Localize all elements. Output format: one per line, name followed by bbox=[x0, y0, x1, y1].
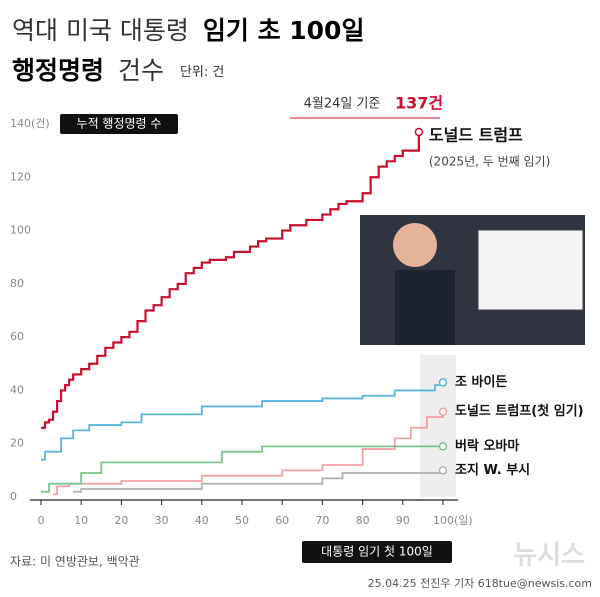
series-line bbox=[41, 382, 444, 461]
series-line bbox=[41, 445, 443, 493]
y-axis-label: 누적 행정명령 수 bbox=[77, 116, 162, 131]
y-tick-label: 120 bbox=[10, 170, 31, 183]
x-tick-label: 20 bbox=[114, 514, 128, 527]
title-part: 행정명령 bbox=[12, 56, 104, 85]
series-label: 조지 W. 부시 bbox=[455, 463, 530, 478]
title-part: 건수 bbox=[118, 56, 164, 85]
title-part: 역대 미국 대통령 bbox=[12, 16, 189, 45]
y-tick-label: 140(건) bbox=[10, 117, 50, 130]
watermark: 뉴시스 bbox=[513, 541, 585, 571]
x-tick-label: 30 bbox=[155, 514, 169, 527]
x-tick-label: 60 bbox=[275, 514, 289, 527]
y-tick-label: 60 bbox=[10, 330, 24, 343]
end-point bbox=[438, 407, 448, 416]
series-label: 버락 오바마 bbox=[455, 438, 519, 454]
end-point bbox=[438, 378, 448, 387]
x-tick-label: 50 bbox=[235, 514, 249, 527]
y-tick-label: 40 bbox=[10, 383, 24, 396]
y-tick-label: 100 bbox=[10, 224, 31, 237]
source: 자료: 미 연방관보, 백악관 bbox=[10, 555, 140, 569]
series-label: 도널드 트럼프 bbox=[429, 125, 523, 144]
x-axis-label: 대통령 임기 첫 100일 bbox=[321, 545, 433, 559]
x-label-box bbox=[302, 541, 452, 563]
unit: 단위: 건 bbox=[180, 65, 224, 80]
series-label: 도널드 트럼프(첫 임기) bbox=[455, 403, 584, 419]
end-point bbox=[438, 442, 448, 451]
end-point bbox=[438, 466, 448, 475]
series-label: 조 바이든 bbox=[455, 374, 507, 390]
x-tick-label: 100(일) bbox=[433, 513, 473, 527]
value-label: 137건 bbox=[395, 94, 443, 113]
highlight-band bbox=[420, 355, 456, 497]
x-tick-label: 80 bbox=[356, 514, 370, 527]
x-tick-label: 70 bbox=[315, 514, 329, 527]
x-tick-label: 90 bbox=[396, 514, 410, 527]
title: 역대 미국 대통령 임기 초 100일 bbox=[12, 16, 364, 45]
series-note: (2025년, 두 번째 임기) bbox=[429, 154, 550, 168]
series-line bbox=[53, 411, 444, 496]
photo bbox=[360, 215, 585, 345]
date-note: 4월24일 기준 bbox=[304, 97, 381, 112]
title-part: 임기 초 100일 bbox=[203, 16, 365, 45]
credit: 25.04.25 전진우 기자 618tue@newsis.com bbox=[368, 577, 592, 590]
series-line bbox=[73, 470, 444, 493]
y-tick-label: 80 bbox=[10, 277, 24, 290]
subtitle: 행정명령 건수 단위: 건 bbox=[12, 56, 224, 85]
series-line bbox=[41, 131, 420, 429]
x-tick-label: 10 bbox=[74, 514, 88, 527]
x-tick-label: 0 bbox=[38, 514, 45, 527]
x-tick-label: 40 bbox=[195, 514, 209, 527]
y-tick-label: 0 bbox=[10, 490, 17, 503]
y-tick-label: 20 bbox=[10, 437, 24, 450]
y-label-box bbox=[60, 114, 178, 134]
end-point bbox=[414, 127, 424, 137]
